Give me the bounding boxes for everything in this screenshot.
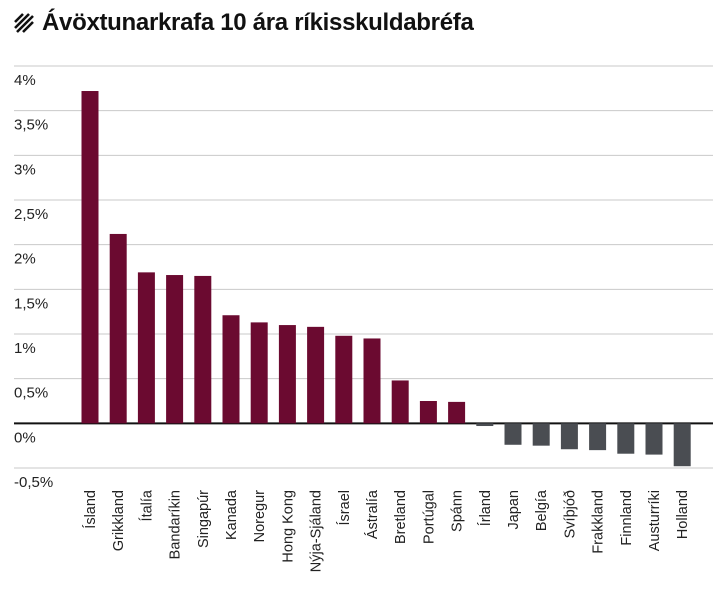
y-tick-label: 2,5% xyxy=(14,206,48,223)
x-tick-label: Finnland xyxy=(619,490,635,546)
y-tick-label: 0,5% xyxy=(14,385,48,402)
bar-bandaríkin xyxy=(166,275,184,424)
bar-spánn xyxy=(448,401,466,424)
chart-header: Ávöxtunarkrafa 10 ára ríkisskuldabréfa xyxy=(14,8,474,38)
x-tick-label: Bandaríkin xyxy=(168,490,184,559)
bar-ástralía xyxy=(363,338,381,424)
bar-chart: 4% 3,5% 3% 2,5% 2% 1,5% 1% 0,5% 0% -0,5% Ísland Gri… xyxy=(0,50,713,604)
bar-finnland xyxy=(617,423,635,454)
bar-holland xyxy=(673,423,691,467)
bar-írland xyxy=(476,423,494,427)
x-tick-label: Kanada xyxy=(224,489,240,540)
x-tick-label: Írland xyxy=(477,490,494,526)
y-tick-label: 4% xyxy=(14,72,36,89)
bar-bretland xyxy=(391,380,409,424)
bar-singapúr xyxy=(194,275,212,424)
x-tick-label: Ítalía xyxy=(138,489,155,521)
x-tick-label: Bretland xyxy=(393,490,409,544)
x-tick-label: Nýja-Sjáland xyxy=(309,490,325,572)
x-tick-label: Japan xyxy=(506,490,522,530)
bar-ísrael xyxy=(335,335,353,424)
hatch-icon xyxy=(14,13,34,33)
bar-noregur xyxy=(250,322,268,424)
x-tick-label: Grikkland xyxy=(111,490,127,551)
chart-title: Ávöxtunarkrafa 10 ára ríkisskuldabréfa xyxy=(42,9,474,36)
bar-portúgal xyxy=(419,401,437,424)
bar-austurríki xyxy=(645,423,663,455)
y-tick-label: -0,5% xyxy=(14,474,53,491)
x-tick-label: Singapúr xyxy=(196,490,212,548)
bar-ítalía xyxy=(137,272,155,424)
bar-svíþjóð xyxy=(560,423,578,450)
x-tick-label: Portúgal xyxy=(421,490,437,544)
x-tick-label: Belgía xyxy=(534,489,550,531)
y-tick-label: 0% xyxy=(14,429,36,446)
x-tick-label: Ísrael xyxy=(336,490,353,525)
x-tick-label: Frakkland xyxy=(591,490,607,554)
x-tick-label: Ástralía xyxy=(364,489,381,539)
bar-japan xyxy=(504,423,522,445)
y-tick-label: 3% xyxy=(14,161,36,178)
bar-ísland xyxy=(81,91,99,424)
x-tick-label: Ísland xyxy=(82,490,99,529)
x-tick-label: Hong Kong xyxy=(280,490,296,563)
chart-svg: 4% 3,5% 3% 2,5% 2% 1,5% 1% 0,5% 0% -0,5% Ísland Gri… xyxy=(14,65,713,572)
x-tick-label: Svíþjóð xyxy=(562,490,578,538)
bar-belgía xyxy=(532,423,550,446)
bar-grikkland xyxy=(109,233,127,424)
y-tick-label: 1,5% xyxy=(14,295,48,312)
x-tick-label: Holland xyxy=(675,490,691,539)
x-tick-label: Spánn xyxy=(450,490,466,532)
bar-hong-kong xyxy=(278,325,296,424)
y-tick-label: 3,5% xyxy=(14,117,48,134)
x-tick-label: Noregur xyxy=(252,490,268,543)
x-tick-label: Austurríki xyxy=(647,490,663,551)
y-tick-label: 2% xyxy=(14,251,36,268)
bar-nýja-sjáland xyxy=(307,326,325,424)
y-tick-label: 1% xyxy=(14,340,36,357)
bar-kanada xyxy=(222,315,240,424)
bar-frakkland xyxy=(589,423,607,451)
